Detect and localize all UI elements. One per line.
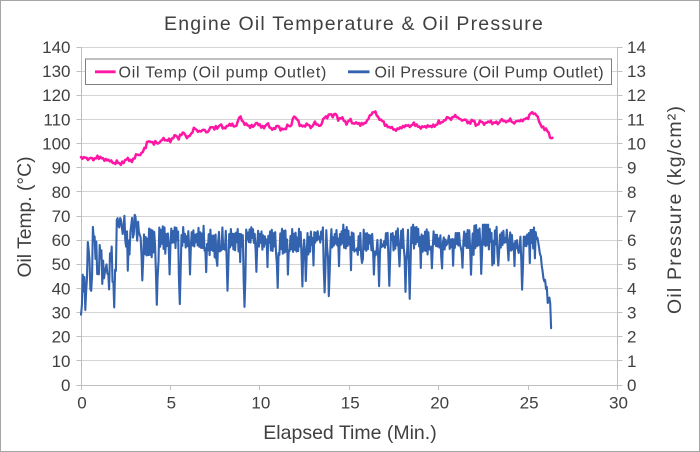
svg-text:4: 4 xyxy=(627,279,636,298)
svg-text:100: 100 xyxy=(42,134,70,153)
svg-text:120: 120 xyxy=(42,86,70,105)
svg-text:2: 2 xyxy=(627,328,636,347)
svg-text:13: 13 xyxy=(627,62,646,81)
svg-text:Oil Temp (Oil pump Outlet): Oil Temp (Oil pump Outlet) xyxy=(119,65,328,82)
svg-text:130: 130 xyxy=(42,62,70,81)
svg-text:10: 10 xyxy=(52,352,71,371)
svg-text:30: 30 xyxy=(609,394,628,413)
svg-text:140: 140 xyxy=(42,38,70,57)
svg-text:70: 70 xyxy=(52,207,71,226)
svg-text:9: 9 xyxy=(627,159,636,178)
svg-text:11: 11 xyxy=(627,110,645,129)
svg-text:Oil Pressure (kg/cm²): Oil Pressure (kg/cm²) xyxy=(664,106,686,314)
svg-text:20: 20 xyxy=(430,394,449,413)
svg-text:50: 50 xyxy=(52,255,71,274)
svg-text:15: 15 xyxy=(341,394,360,413)
svg-text:3: 3 xyxy=(627,303,636,322)
svg-text:Engine Oil Temperature & Oil P: Engine Oil Temperature & Oil Pressure xyxy=(164,13,544,35)
svg-text:Oil Temp. (°C): Oil Temp. (°C) xyxy=(14,157,36,278)
svg-text:7: 7 xyxy=(627,207,636,226)
svg-text:90: 90 xyxy=(52,159,71,178)
svg-text:80: 80 xyxy=(52,183,71,202)
svg-text:14: 14 xyxy=(627,38,646,57)
svg-text:0: 0 xyxy=(61,376,70,395)
svg-text:25: 25 xyxy=(520,394,539,413)
svg-text:Oil Pressure (Oil Pump Outlet): Oil Pressure (Oil Pump Outlet) xyxy=(375,65,605,82)
svg-text:1: 1 xyxy=(627,352,636,371)
svg-text:8: 8 xyxy=(627,183,636,202)
svg-text:10: 10 xyxy=(251,394,270,413)
svg-text:12: 12 xyxy=(627,86,646,105)
svg-text:0: 0 xyxy=(627,376,636,395)
svg-text:10: 10 xyxy=(627,134,646,153)
svg-text:6: 6 xyxy=(627,231,636,250)
svg-text:40: 40 xyxy=(52,279,71,298)
svg-text:110: 110 xyxy=(43,110,70,129)
svg-text:Elapsed Time (Min.): Elapsed Time (Min.) xyxy=(263,422,436,444)
svg-text:5: 5 xyxy=(627,255,636,274)
svg-text:0: 0 xyxy=(77,394,86,413)
svg-text:20: 20 xyxy=(52,328,71,347)
svg-text:30: 30 xyxy=(52,303,71,322)
svg-text:5: 5 xyxy=(167,394,176,413)
svg-text:60: 60 xyxy=(52,231,71,250)
